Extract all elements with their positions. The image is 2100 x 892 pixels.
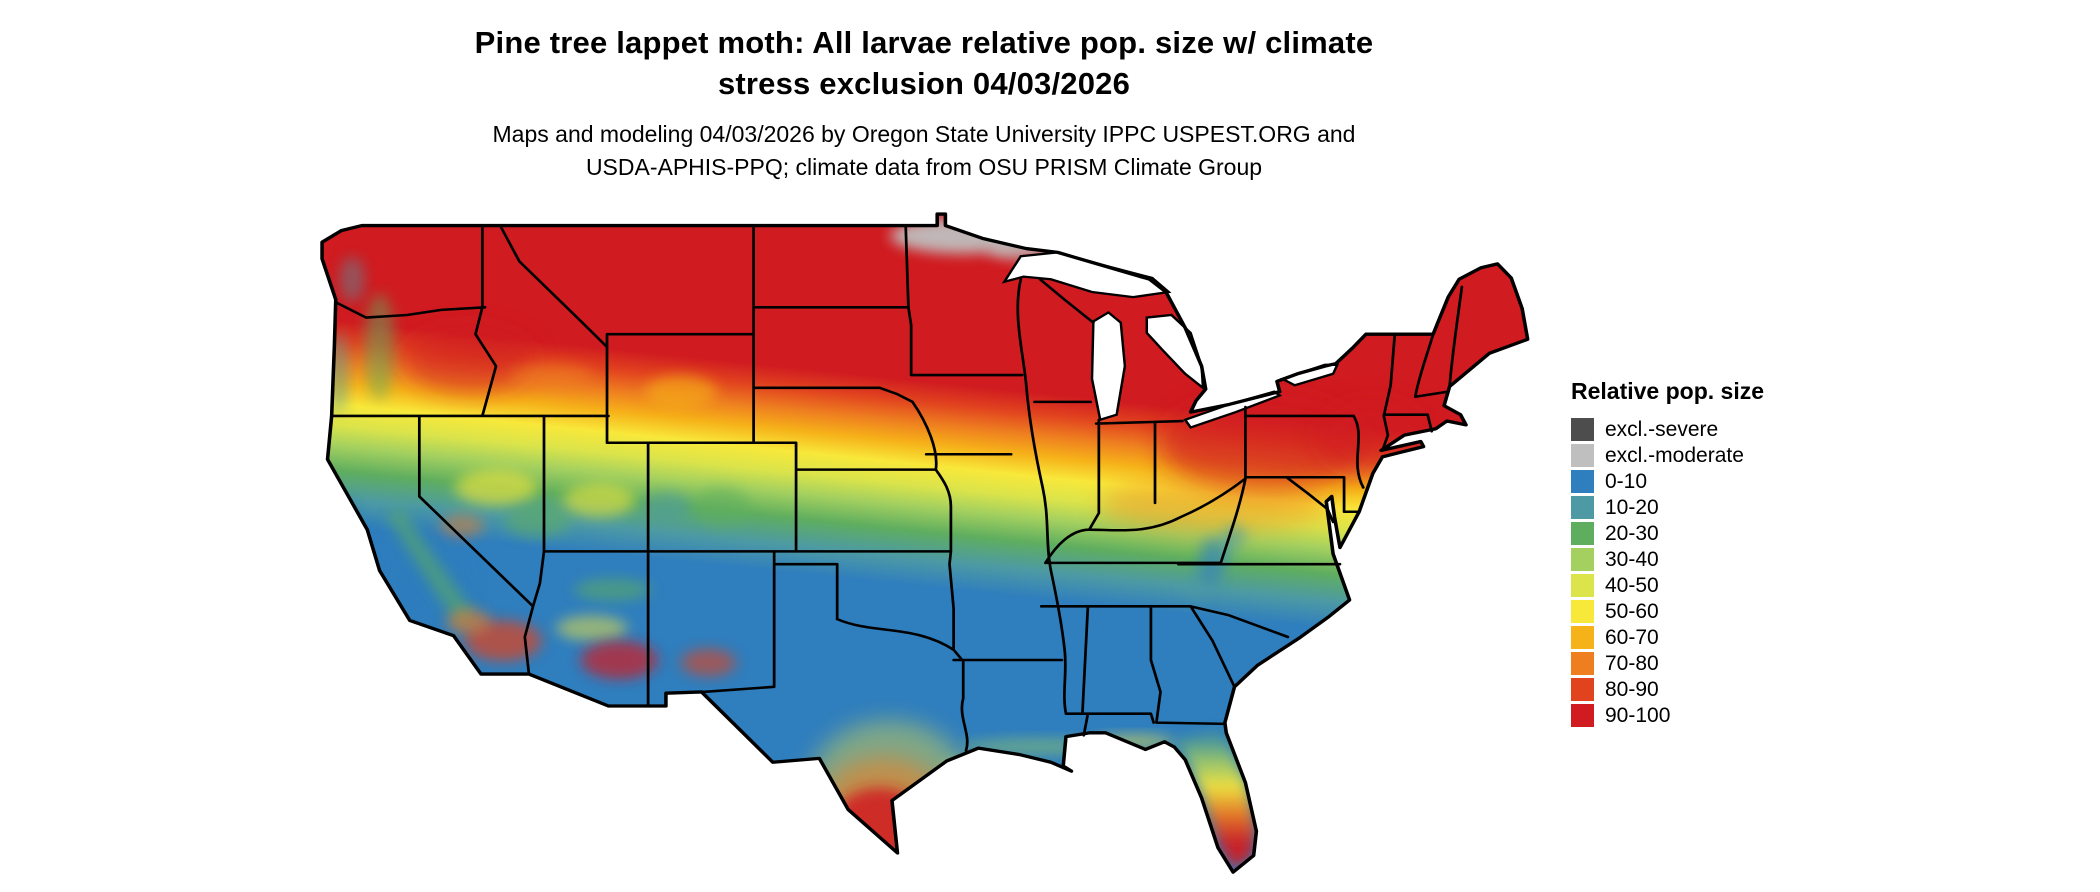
us-population-map (320, 212, 1530, 874)
legend-swatch-0-10 (1571, 470, 1594, 493)
overlay-sierra-green (387, 506, 476, 626)
swatch-color (1571, 418, 1594, 441)
overlay-arizona-yellow (556, 615, 628, 641)
legend-label: 60-70 (1605, 625, 1659, 649)
population-gradient-base (322, 214, 1528, 873)
legend-label: 20-30 (1605, 521, 1659, 545)
legend-label: 30-40 (1605, 547, 1659, 571)
legend-label: 10-20 (1605, 495, 1659, 519)
legend-swatch-80-90 (1571, 678, 1594, 701)
legend-label: 40-50 (1605, 573, 1659, 597)
legend-label: excl.-severe (1605, 417, 1719, 441)
figure-subtitle-line-1: Maps and modeling 04/03/2026 by Oregon S… (492, 121, 1356, 147)
legend: Relative pop. size excl.-severe excl.-mo… (1571, 378, 1764, 729)
overlay-south-texas-red (830, 787, 929, 870)
legend-item-30-40: 30-40 (1571, 547, 1764, 572)
swatch-color (1571, 626, 1594, 649)
map-raster-layer (322, 214, 1528, 873)
swatch-color (1571, 704, 1594, 727)
legend-label: 90-100 (1605, 703, 1671, 727)
legend-swatch-excl-severe (1571, 418, 1594, 441)
legend-item-50-60: 50-60 (1571, 599, 1764, 624)
legend-label: 80-90 (1605, 677, 1659, 701)
overlay-wyoming-basin-amber (645, 375, 717, 409)
overlay-utah-colorado-teal (642, 491, 692, 522)
swatch-color (1571, 652, 1594, 675)
legend-swatch-60-70 (1571, 626, 1594, 649)
legend-swatch-50-60 (1571, 600, 1594, 623)
swatch-color (1571, 548, 1594, 571)
swatch-color (1571, 470, 1594, 493)
overlay-florida-peninsula-gradient (1174, 726, 1257, 870)
figure-subtitle-line-2: USDA-APHIS-PPQ; climate data from OSU PR… (585, 154, 1263, 180)
legend-swatch-10-20 (1571, 496, 1594, 519)
legend-label: excl.-moderate (1605, 443, 1744, 467)
overlay-midatlantic-high (1318, 400, 1428, 473)
state-borders (330, 224, 1464, 752)
swatch-color (1571, 444, 1594, 467)
figure-title: Pine tree lappet moth: All larvae relati… (324, 22, 1524, 104)
legend-swatch-40-50 (1571, 574, 1594, 597)
legend-item-0-10: 0-10 (1571, 469, 1764, 494)
figure-title-line-2: stress exclusion 04/03/2026 (717, 66, 1131, 101)
overlay-colorado-rockies-green (694, 486, 750, 528)
legend-item-80-90: 80-90 (1571, 677, 1764, 702)
legend-swatch-70-80 (1571, 652, 1594, 675)
overlay-ohio-valley-orange (1098, 476, 1332, 533)
overlay-gulf-coast-green (961, 737, 1113, 756)
swatch-color (1571, 522, 1594, 545)
overlay-south-arizona-red (580, 640, 658, 680)
legend-item-90-100: 90-100 (1571, 703, 1764, 728)
overlay-great-basin-yellow (454, 469, 538, 506)
legend-item-excl-moderate: excl.-moderate (1571, 443, 1764, 468)
lake-michigan (1090, 311, 1127, 422)
overlay-cascades-green (364, 293, 395, 401)
legend-swatch-90-100 (1571, 704, 1594, 727)
legend-item-10-20: 10-20 (1571, 495, 1764, 520)
great-lakes (1001, 251, 1340, 429)
overlay-nevada-orange (439, 514, 484, 538)
overlay-utah-yellow (563, 483, 635, 517)
overlay-snake-plain-orange (509, 363, 592, 390)
figure-subtitle: Maps and modeling 04/03/2026 by Oregon S… (324, 118, 1524, 184)
legend-label: 0-10 (1605, 469, 1648, 493)
legend-title: Relative pop. size (1571, 378, 1765, 404)
legend-label: 70-80 (1605, 651, 1659, 675)
figure-title-line-1: Pine tree lappet moth: All larvae relati… (474, 25, 1374, 60)
overlay-appalachian-blue (1198, 536, 1224, 588)
us-outline (320, 212, 1530, 874)
legend-items: excl.-severe excl.-moderate 0-10 10-20 2… (1571, 417, 1764, 728)
legend-swatch-30-40 (1571, 548, 1594, 571)
swatch-color (1571, 496, 1594, 519)
legend-label: 50-60 (1605, 599, 1659, 623)
legend-swatch-excl-moderate (1571, 444, 1594, 467)
swatch-color (1571, 600, 1594, 623)
legend-item-70-80: 70-80 (1571, 651, 1764, 676)
overlay-puget-teal (339, 256, 365, 303)
overlay-great-basin-green (504, 506, 571, 538)
lake-superior (1001, 251, 1172, 299)
swatch-color (1571, 678, 1594, 701)
legend-item-40-50: 40-50 (1571, 573, 1764, 598)
overlay-mogollon-green (574, 578, 651, 602)
overlay-eastern-oregon-red (402, 326, 535, 393)
overlay-south-newmexico-red (681, 648, 736, 677)
overlay-socal-orange (446, 608, 491, 635)
legend-swatch-20-30 (1571, 522, 1594, 545)
legend-item-excl-severe: excl.-severe (1571, 417, 1764, 442)
legend-item-20-30: 20-30 (1571, 521, 1764, 546)
legend-item-60-70: 60-70 (1571, 625, 1764, 650)
swatch-color (1571, 574, 1594, 597)
